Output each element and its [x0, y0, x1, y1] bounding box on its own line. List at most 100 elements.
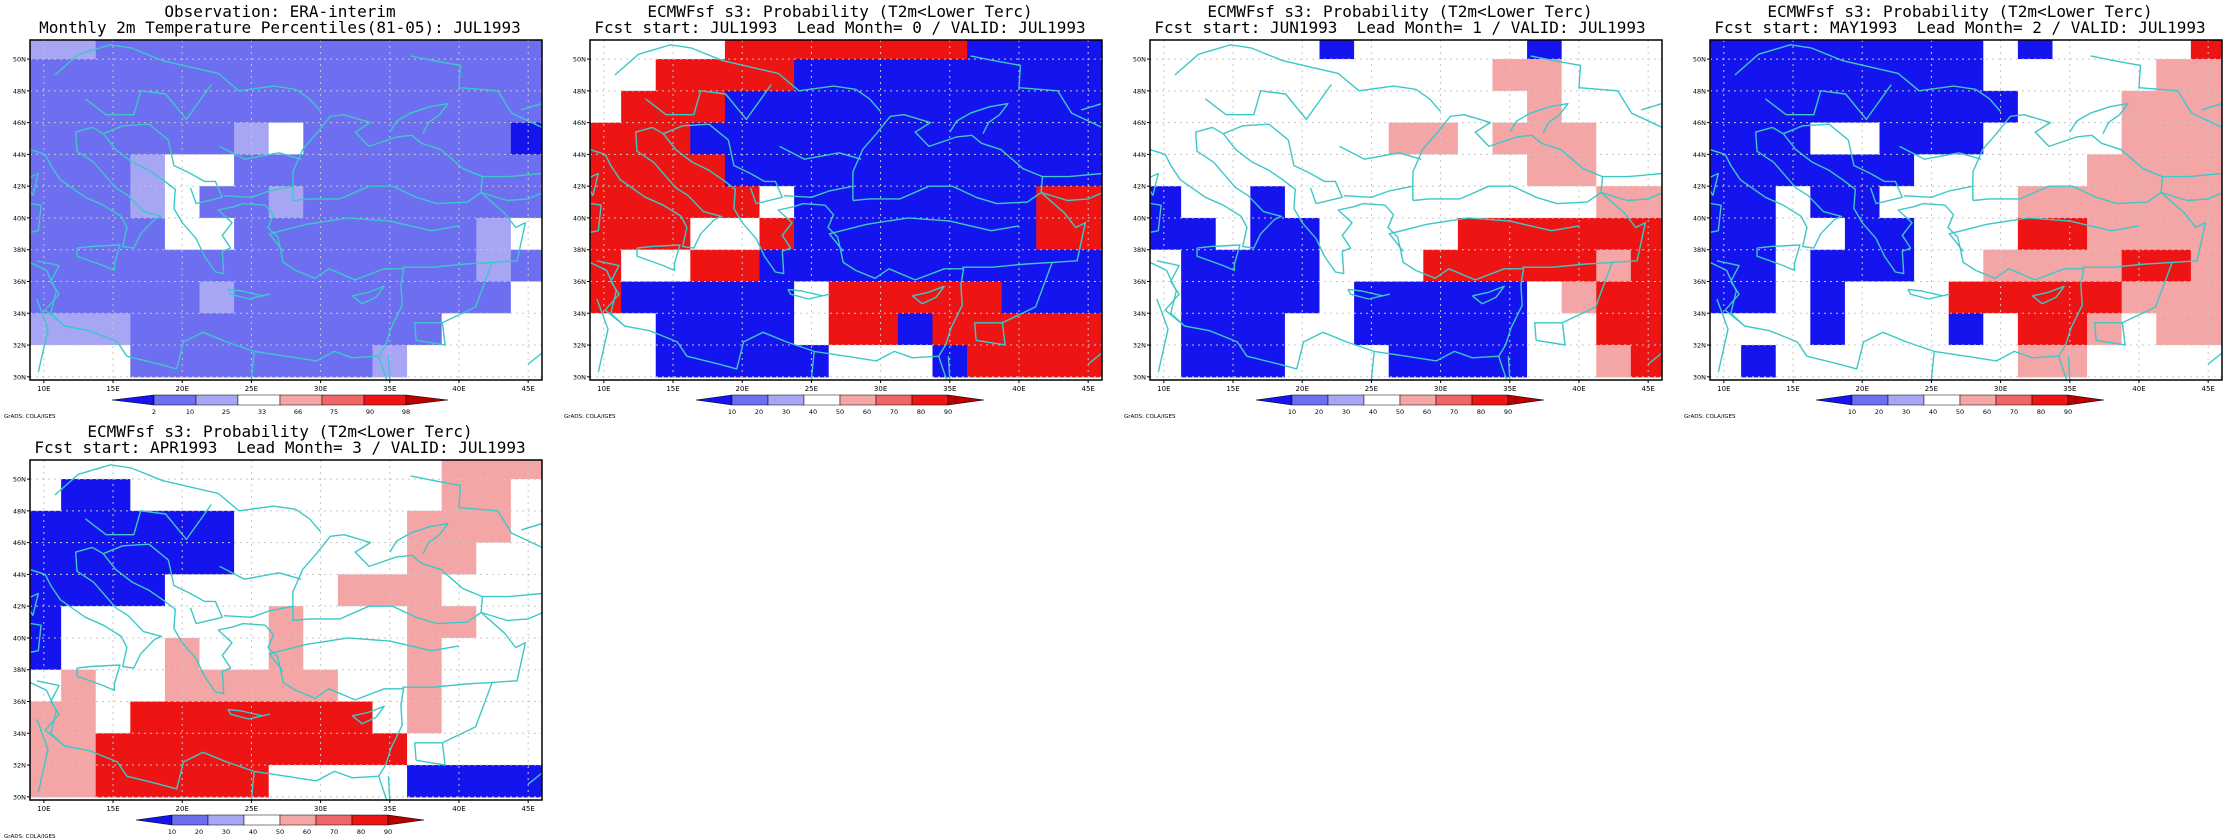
- heatmap-cell: [441, 460, 477, 480]
- heatmap-cell: [303, 59, 339, 92]
- colorbar: 2 10 25 33 66 75 90 98: [111, 394, 449, 416]
- coastline: [783, 185, 854, 198]
- coastline: [402, 191, 527, 268]
- coastline: [250, 771, 255, 800]
- heatmap-cell: [897, 217, 934, 251]
- coastline: [1223, 123, 1289, 141]
- coastline: [1579, 379, 1584, 380]
- heatmap-cell: [510, 186, 542, 219]
- heatmap-cell: [2121, 154, 2157, 187]
- panel-title-line1: ECMWFsf s3: Probability (T2m<Lower Terc): [1767, 2, 2153, 21]
- heatmap-cell: [1457, 345, 1494, 378]
- colorbar-segment: [1435, 394, 1473, 406]
- colorbar-label: 75: [330, 408, 338, 416]
- heatmap-cell: [794, 154, 830, 187]
- heatmap-cell: [95, 765, 131, 798]
- colorbar-label: 10: [186, 408, 194, 416]
- colorbar-segment: [111, 394, 155, 406]
- heatmap-cell: [724, 249, 761, 283]
- colorbar-segment: [207, 814, 245, 826]
- heatmap-cell: [95, 460, 131, 480]
- heatmap-cell: [1492, 345, 1528, 378]
- coastline: [351, 285, 385, 305]
- colorbar-label: 60: [1423, 408, 1431, 416]
- heatmap-cell: [234, 59, 270, 92]
- heatmap-cell: [1775, 59, 1811, 92]
- coastline: [1347, 288, 1391, 300]
- heatmap-cell: [164, 574, 201, 607]
- coastline: [1756, 244, 1801, 272]
- panel-title-line2: Fcst start: JUL1993 Lead Month= 0 / VALI…: [594, 18, 1086, 37]
- heatmap-cell: [337, 313, 374, 346]
- coastline: [1764, 84, 1892, 121]
- heatmap-cell: [476, 479, 512, 512]
- coastline: [636, 244, 681, 272]
- heatmap-cell: [234, 669, 270, 703]
- heatmap-cell: [932, 345, 968, 378]
- heatmap-cell: [1561, 40, 1597, 60]
- heatmap-cell: [1879, 90, 1915, 124]
- heatmap-cell: [2052, 59, 2088, 92]
- coastline: [30, 622, 42, 654]
- coastline: [2082, 191, 2207, 268]
- heatmap-cell: [828, 249, 864, 283]
- heatmap-cell: [794, 59, 830, 92]
- heatmap-cell: [510, 510, 542, 544]
- coastline: [1343, 185, 1414, 198]
- heatmap-cell: [1775, 40, 1811, 60]
- y-tick-label: 36N: [13, 278, 26, 286]
- y-tick-label: 44N: [13, 151, 26, 159]
- heatmap-cell: [1630, 186, 1662, 219]
- x-tick-label: 30E: [1434, 385, 1447, 393]
- x-tick-label: 15E: [106, 805, 119, 813]
- heatmap-cell: [655, 249, 691, 283]
- heatmap-cell: [510, 606, 542, 639]
- heatmap-cell: [1810, 313, 1846, 346]
- coastline: [1710, 202, 1722, 234]
- heatmap-cell: [130, 542, 166, 575]
- coastline: [54, 44, 322, 112]
- coastline: [84, 504, 212, 541]
- colorbar-segment: [279, 394, 323, 406]
- heatmap-cell: [407, 460, 443, 480]
- heatmap-cell: [932, 59, 968, 92]
- heatmap-cell: [1948, 122, 1984, 155]
- heatmap-cell: [1181, 249, 1217, 283]
- y-tick-label: 32N: [573, 342, 586, 350]
- heatmap-cell: [372, 460, 408, 480]
- heatmap-cell: [476, 281, 512, 314]
- heatmap-cell: [897, 186, 934, 219]
- heatmap-cell: [337, 59, 374, 92]
- heatmap-cell: [759, 313, 795, 346]
- coastline: [292, 114, 484, 205]
- y-tick-label: 36N: [13, 698, 26, 706]
- heatmap-cell: [2087, 345, 2123, 378]
- heatmap-cell: [1710, 217, 1742, 251]
- heatmap-cell: [407, 733, 443, 766]
- heatmap-cell: [199, 765, 235, 798]
- coastline: [1150, 172, 1159, 197]
- heatmap-cell: [690, 186, 726, 219]
- colorbar-label: 50: [1396, 408, 1404, 416]
- heatmap-cell: [1215, 249, 1251, 283]
- coastline: [36, 298, 49, 373]
- coastline: [2067, 356, 2071, 380]
- coastline: [389, 522, 449, 555]
- coastline: [651, 126, 826, 275]
- heatmap-cell: [61, 90, 97, 124]
- heatmap-cell: [1250, 281, 1286, 314]
- coastline: [2069, 102, 2129, 135]
- coastline: [1507, 356, 1511, 380]
- heatmap-cell: [61, 281, 97, 314]
- heatmap-cell: [1001, 345, 1037, 378]
- heatmap-cell: [268, 90, 304, 124]
- heatmap-cell: [759, 249, 795, 283]
- heatmap-cell: [1561, 345, 1597, 378]
- heatmap-cell: [303, 345, 339, 378]
- panel-lead-2: ECMWFsf s3: Probability (T2m<Lower Terc)…: [1680, 0, 2240, 420]
- heatmap-cell: [828, 345, 864, 378]
- heatmap-cell: [337, 574, 374, 607]
- coastline: [1287, 139, 1343, 205]
- gridlines: [30, 460, 542, 800]
- colorbar-label: 20: [1315, 408, 1323, 416]
